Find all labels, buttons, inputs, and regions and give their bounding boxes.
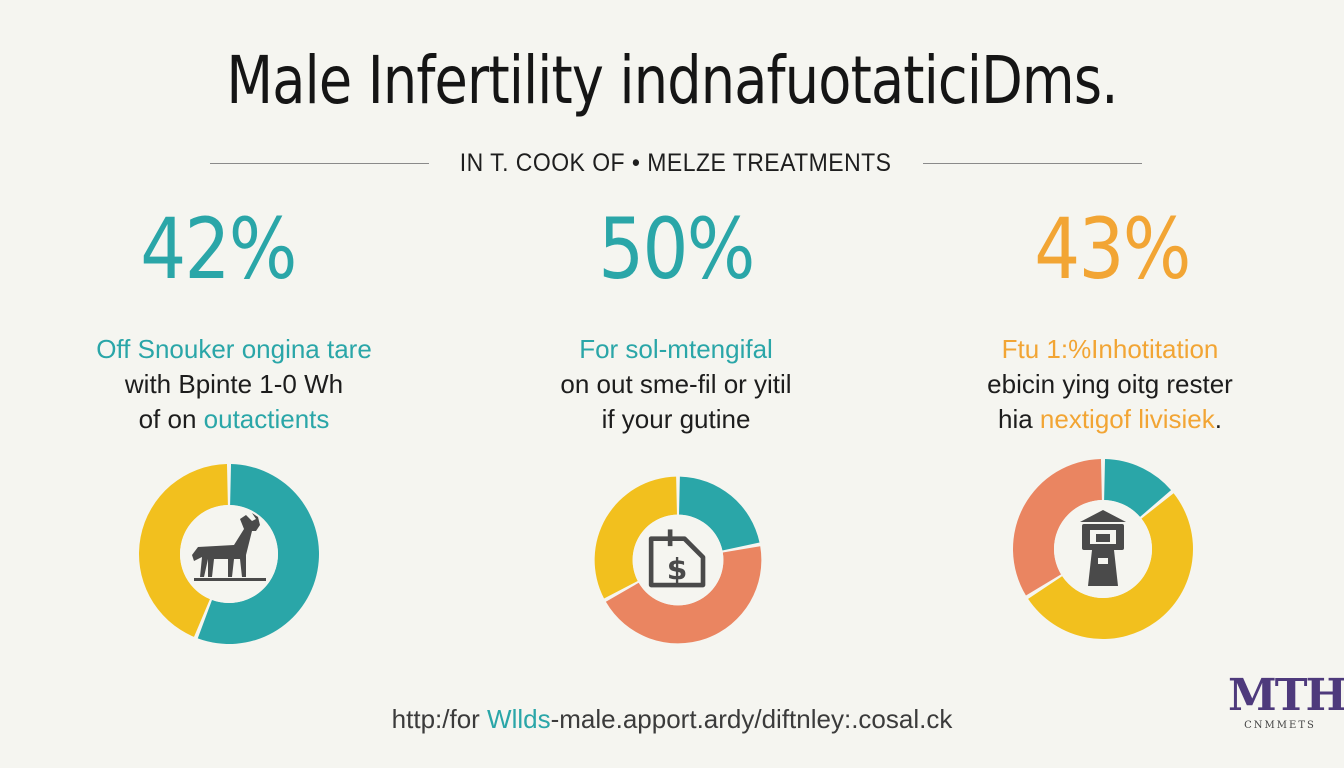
- donut-slice: [594, 476, 677, 599]
- divider-right: [922, 162, 1142, 164]
- donut-slice: [197, 464, 319, 644]
- brand-logo: MTH CNMMETS: [1228, 670, 1344, 732]
- url-part-a: http:/for: [391, 704, 488, 734]
- donut-slice: [605, 546, 762, 644]
- donut-slice: [1013, 459, 1102, 596]
- stat-value-3: 43%: [1034, 200, 1191, 298]
- source-url: http:/for Wllds-male.apport.ardy/diftnle…: [0, 704, 1344, 735]
- donut-chart-1: [138, 464, 319, 644]
- logo-mark: MTH: [1228, 670, 1344, 721]
- description-line-3-a: of on: [138, 404, 204, 434]
- description-line-1: Off Snouker ongina tare: [96, 334, 372, 364]
- stat-value-2: 50%: [598, 200, 755, 298]
- url-part-c: -male.apport.ardy/diftnley:.cosal.ck: [550, 704, 953, 734]
- subtitle: IN T. COOK OF • MELZE TREATMENTS: [460, 148, 892, 177]
- subtitle-bar: IN T. COOK OF • MELZE TREATMENTS: [210, 148, 1142, 178]
- description-line-3: hia nextigof livisiek.: [930, 402, 1290, 437]
- description-line-3: if your gutine: [601, 404, 751, 434]
- donut-slice: [1028, 493, 1193, 639]
- description-line-3-a: hia: [997, 404, 1040, 434]
- description-line-3-b: outactients: [203, 404, 330, 434]
- description-line-3-c: .: [1214, 404, 1222, 434]
- description-line-1: Ftu 1:%Inhotitation: [1001, 334, 1219, 364]
- donut-chart-3: [1013, 459, 1193, 639]
- donut-slice: [138, 464, 228, 637]
- stat-value-1: 42%: [140, 200, 297, 298]
- url-part-b: Wllds: [487, 704, 551, 734]
- price-tag-dollar-icon: $: [648, 529, 706, 588]
- svg-text:$: $: [667, 551, 688, 586]
- donut-slice: [679, 476, 760, 551]
- deer-icon: [192, 513, 266, 581]
- description-line-2: with Bpinte 1-0 Wh: [124, 369, 344, 399]
- tower-icon: [1080, 510, 1126, 586]
- stat-description-1: Off Snouker ongina tare with Bpinte 1-0 …: [54, 332, 414, 437]
- description-line-3-b: nextigof livisiek: [1039, 404, 1215, 434]
- stat-description-2: For sol-mtengifal on out sme-fil or yiti…: [496, 332, 856, 437]
- donut-chart-2: $: [594, 476, 762, 644]
- description-line-3: of on outactients: [54, 402, 414, 437]
- page-title: Male Infertility indnafuotaticiDms.: [226, 42, 1118, 119]
- donut-slice: [1104, 459, 1172, 517]
- divider-left: [210, 162, 430, 164]
- logo-subtext: CNMMETS: [1244, 720, 1316, 731]
- description-line-2: on out sme-fil or yitil: [560, 369, 792, 399]
- stat-description-3: Ftu 1:%Inhotitation ebicin ying oitg res…: [930, 332, 1290, 437]
- description-line-2: ebicin ying oitg rester: [987, 369, 1233, 399]
- description-line-1: For sol-mtengifal: [579, 334, 773, 364]
